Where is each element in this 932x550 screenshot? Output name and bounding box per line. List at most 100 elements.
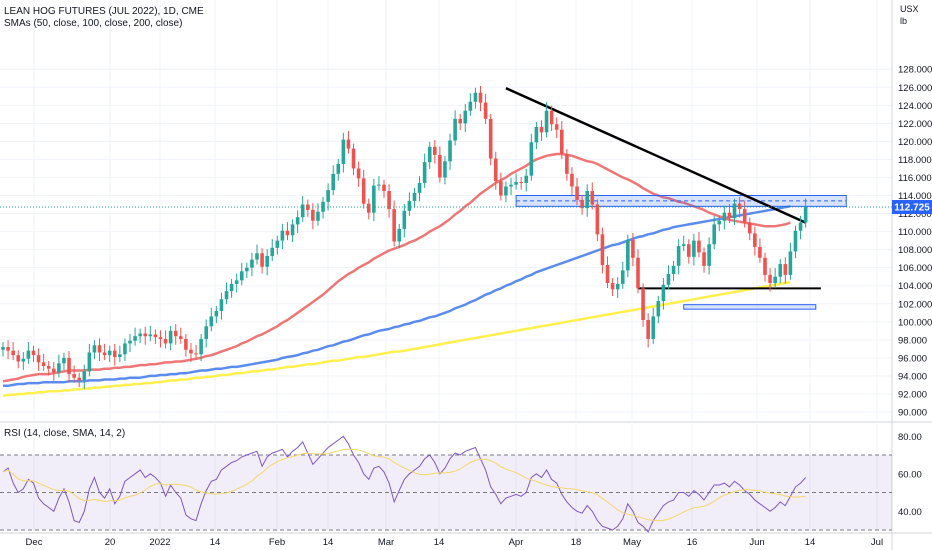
candle-body bbox=[260, 253, 264, 267]
price-tick-label: 104.000 bbox=[898, 281, 932, 292]
candle-body bbox=[331, 173, 335, 191]
candle-body bbox=[646, 319, 650, 339]
rsi-legend: RSI (14, close, SMA, 14, 2) bbox=[4, 428, 126, 439]
candle-body bbox=[392, 209, 396, 242]
candle-body bbox=[681, 244, 686, 247]
time-axis[interactable]: Dec 20 2022 14 Feb 14 Mar 14 Apr 18 May 16 Jun 14 Jul bbox=[26, 537, 884, 548]
candle-body bbox=[346, 139, 351, 149]
candle-body bbox=[67, 357, 71, 375]
time-tick-label: 14 bbox=[805, 537, 816, 548]
chart-title: LEAN HOG FUTURES (JUL 2022), 1D, CME bbox=[4, 6, 204, 17]
price-tick-label: 92.000 bbox=[898, 389, 927, 400]
candle-body bbox=[412, 192, 417, 201]
candle-body bbox=[458, 118, 462, 124]
candle-body bbox=[214, 310, 219, 317]
time-tick-label: 14 bbox=[210, 537, 221, 548]
candle-body bbox=[514, 181, 518, 185]
candle-body bbox=[21, 358, 26, 362]
rsi-line bbox=[2, 435, 806, 533]
candle-body bbox=[382, 184, 386, 192]
rsi-ma-line bbox=[2, 448, 806, 522]
sma-legend: SMAs (50, close, 100, close, 200, close) bbox=[4, 18, 183, 29]
price-tick-label: 96.000 bbox=[898, 353, 927, 364]
candle-body bbox=[742, 209, 747, 223]
candle-body bbox=[453, 118, 457, 141]
candle-body bbox=[773, 276, 777, 284]
price-tick-label: 124.000 bbox=[898, 101, 932, 112]
candle-body bbox=[539, 126, 544, 133]
candle-body bbox=[727, 212, 732, 219]
candle-body bbox=[544, 110, 549, 133]
candle-body bbox=[793, 230, 798, 252]
candle-body bbox=[549, 110, 554, 125]
candle-body bbox=[803, 207, 808, 223]
candle-body bbox=[565, 154, 569, 174]
candle-body bbox=[199, 338, 203, 355]
candle-body bbox=[509, 184, 513, 187]
candle-body bbox=[570, 173, 574, 187]
candle-body bbox=[397, 228, 402, 242]
candle-body bbox=[504, 186, 508, 196]
price-tick-label: 120.000 bbox=[898, 137, 932, 148]
candle-body bbox=[499, 181, 503, 196]
time-tick-label: 16 bbox=[687, 537, 698, 548]
candle-body bbox=[554, 124, 559, 130]
candle-body bbox=[747, 222, 752, 234]
price-tick-label: 126.000 bbox=[898, 83, 932, 94]
candle-body bbox=[234, 280, 239, 284]
price-tick-label: 112.000 bbox=[898, 209, 932, 220]
trendline bbox=[505, 87, 807, 224]
candle-body bbox=[702, 252, 706, 266]
candle-body bbox=[280, 230, 285, 241]
candle-body bbox=[163, 338, 168, 344]
price-tick-label: 102.000 bbox=[898, 299, 932, 310]
candle-body bbox=[133, 336, 137, 341]
time-tick-label: Feb bbox=[269, 537, 285, 548]
candle-body bbox=[737, 203, 742, 210]
candle-body bbox=[265, 255, 269, 267]
candle-body bbox=[387, 191, 391, 210]
candle-body bbox=[620, 270, 625, 284]
candle-body bbox=[351, 148, 356, 169]
candle-body bbox=[417, 182, 422, 193]
candle-body bbox=[402, 210, 407, 229]
rsi-tick-label: 80.00 bbox=[898, 432, 922, 443]
candle-body bbox=[493, 158, 498, 182]
time-tick-label: May bbox=[623, 537, 641, 548]
candle-body bbox=[433, 146, 437, 155]
candle-body bbox=[671, 265, 676, 274]
candle-body bbox=[529, 142, 534, 176]
candle-body bbox=[519, 181, 523, 183]
last-price-label: 112.725 bbox=[894, 203, 930, 214]
candle-body bbox=[676, 246, 681, 266]
candle-body bbox=[488, 118, 493, 159]
price-axis[interactable]: 90.000 92.000 94.000 96.000 98.000 100.000 102… bbox=[892, 65, 932, 518]
candle-body bbox=[97, 345, 102, 353]
candle-body bbox=[16, 355, 21, 362]
candle-body bbox=[102, 352, 107, 356]
last-price-box bbox=[892, 200, 932, 215]
candle-body bbox=[36, 355, 41, 363]
time-tick-label: 20 bbox=[105, 537, 116, 548]
candle-body bbox=[290, 224, 295, 236]
candles bbox=[1, 85, 808, 389]
candle-body bbox=[168, 330, 173, 344]
unit-label: lb bbox=[900, 16, 908, 26]
price-tick-label: 128.000 bbox=[898, 65, 932, 76]
candle-body bbox=[768, 274, 772, 284]
price-tick-label: 114.000 bbox=[898, 191, 932, 202]
candle-body bbox=[62, 357, 66, 364]
candle-body bbox=[651, 316, 656, 339]
candle-body bbox=[57, 363, 61, 373]
candle-body bbox=[326, 190, 330, 202]
price-tick-label: 98.000 bbox=[898, 335, 927, 346]
candle-body bbox=[11, 350, 15, 356]
candle-body bbox=[270, 247, 275, 256]
price-tick-label: 122.000 bbox=[898, 119, 932, 130]
candle-body bbox=[179, 336, 183, 339]
candle-body bbox=[534, 126, 539, 143]
price-tick-label: 90.000 bbox=[898, 408, 927, 419]
candle-body bbox=[778, 264, 783, 277]
lower-zone bbox=[683, 304, 817, 310]
